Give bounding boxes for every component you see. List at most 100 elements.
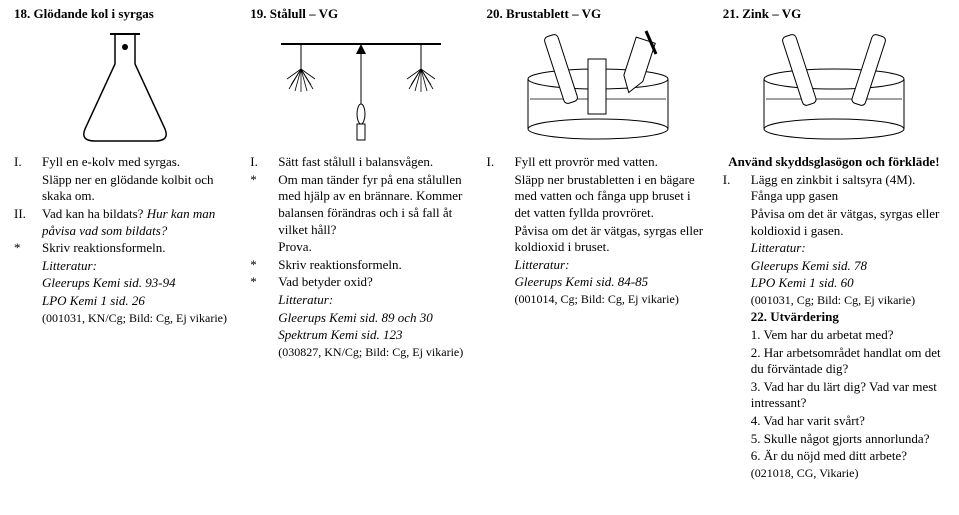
line-marker: * (250, 257, 278, 274)
line: *Skriv reaktionsformeln. (250, 257, 472, 274)
col-21: 21. Zink – VG Använd skyddsglasögon och … (723, 6, 945, 482)
line: (030827, KN/Cg; Bild: Cg, Ej vikarie) (250, 345, 472, 360)
line-marker (487, 274, 515, 291)
line-marker (723, 345, 751, 378)
illustration-beaker-zinc (723, 24, 945, 144)
body-18: I.Fyll en e-kolv med syrgas.Släpp ner en… (14, 154, 236, 326)
line-marker (723, 466, 751, 481)
line-marker: * (250, 274, 278, 291)
line: Gleerups Kemi sid. 89 och 30 (250, 310, 472, 327)
line-marker (250, 292, 278, 309)
line: *Skriv reaktionsformeln. (14, 240, 236, 257)
line-marker (723, 327, 751, 344)
line-text: Använd skyddsglasögon och förkläde! (723, 154, 945, 171)
line-text: Lägg en zinkbit i saltsyra (4M). Fånga u… (751, 172, 945, 205)
line-marker (723, 240, 751, 257)
line-text: 2. Har arbetsområdet handlat om det du f… (751, 345, 945, 378)
line: I.Fyll ett provrör med vatten. (487, 154, 709, 171)
line-text: 1. Vem har du arbetat med? (751, 327, 945, 344)
line-marker: I. (14, 154, 42, 171)
line: 4. Vad har varit svårt? (723, 413, 945, 430)
line-text: 22. Utvärdering (751, 309, 945, 326)
line-marker (723, 258, 751, 275)
body-19: I.Sätt fast stålull i balansvågen.*Om ma… (250, 154, 472, 360)
line: Släpp ner brustabletten i en bägare med … (487, 172, 709, 222)
line: Gleerups Kemi sid. 93-94 (14, 275, 236, 292)
page: 18. Glödande kol i syrgas I.Fyll en e-ko… (0, 0, 959, 515)
line-marker: I. (487, 154, 515, 171)
heading-20: 20. Brustablett – VG (487, 6, 709, 22)
line: 3. Vad har du lärt dig? Vad var mest int… (723, 379, 945, 412)
line-text: Sätt fast stålull i balansvågen. (278, 154, 472, 171)
line-text: (001031, Cg; Bild: Cg, Ej vikarie) (751, 293, 945, 308)
line-text: 3. Vad har du lärt dig? Vad var mest int… (751, 379, 945, 412)
line-marker: * (250, 172, 278, 239)
line-text: (001014, Cg; Bild: Cg, Ej vikarie) (515, 292, 709, 307)
line-marker (723, 293, 751, 308)
heading-18: 18. Glödande kol i syrgas (14, 6, 236, 22)
col-18: 18. Glödande kol i syrgas I.Fyll en e-ko… (14, 6, 236, 482)
line-marker (14, 293, 42, 310)
line-text: 4. Vad har varit svårt? (751, 413, 945, 430)
line-marker (250, 310, 278, 327)
line-marker (14, 311, 42, 326)
line: (001031, Cg; Bild: Cg, Ej vikarie) (723, 293, 945, 308)
line: Gleerups Kemi sid. 84-85 (487, 274, 709, 291)
line: (021018, CG, Vikarie) (723, 466, 945, 481)
line: Litteratur: (723, 240, 945, 257)
line: (001014, Cg; Bild: Cg, Ej vikarie) (487, 292, 709, 307)
heading-21: 21. Zink – VG (723, 6, 945, 22)
body-20: I.Fyll ett provrör med vatten.Släpp ner … (487, 154, 709, 307)
line-text: Skriv reaktionsformeln. (278, 257, 472, 274)
line: 2. Har arbetsområdet handlat om det du f… (723, 345, 945, 378)
line: II.Vad kan ha bildats? Hur kan man påvis… (14, 206, 236, 239)
line-text: Spektrum Kemi sid. 123 (278, 327, 472, 344)
line-text: (021018, CG, Vikarie) (751, 466, 945, 481)
line-marker (487, 257, 515, 274)
line: 6. Är du nöjd med ditt arbete? (723, 448, 945, 465)
line-text: Släpp ner brustabletten i en bägare med … (515, 172, 709, 222)
line-text: 5. Skulle något gjorts annorlunda? (751, 431, 945, 448)
line-marker (723, 413, 751, 430)
line-text: Skriv reaktionsformeln. (42, 240, 236, 257)
line-marker: I. (723, 172, 751, 205)
illustration-flask (14, 24, 236, 144)
columns: 18. Glödande kol i syrgas I.Fyll en e-ko… (14, 6, 945, 482)
line-text: Påvisa om det är vätgas, syrgas eller ko… (515, 223, 709, 256)
line: Använd skyddsglasögon och förkläde! (723, 154, 945, 171)
line: Litteratur: (250, 292, 472, 309)
line-marker (250, 327, 278, 344)
line: Släpp ner en glödande kolbit och skaka o… (14, 172, 236, 205)
line-text: Prova. (278, 239, 472, 256)
line-text: Påvisa om det är vätgas, syrgas eller ko… (751, 206, 945, 239)
line: 5. Skulle något gjorts annorlunda? (723, 431, 945, 448)
line: Litteratur: (487, 257, 709, 274)
line-text: (001031, KN/Cg; Bild: Cg, Ej vikarie) (42, 311, 236, 326)
line-text: Släpp ner en glödande kolbit och skaka o… (42, 172, 236, 205)
line-text: Gleerups Kemi sid. 89 och 30 (278, 310, 472, 327)
line-text: Gleerups Kemi sid. 78 (751, 258, 945, 275)
line-marker (14, 275, 42, 292)
line-marker (14, 258, 42, 275)
line: Litteratur: (14, 258, 236, 275)
line-text: Vad kan ha bildats? Hur kan man påvisa v… (42, 206, 236, 239)
line-text: (030827, KN/Cg; Bild: Cg, Ej vikarie) (278, 345, 472, 360)
line-text: 6. Är du nöjd med ditt arbete? (751, 448, 945, 465)
line-text: Litteratur: (42, 258, 236, 275)
line: Påvisa om det är vätgas, syrgas eller ko… (487, 223, 709, 256)
body-21: Använd skyddsglasögon och förkläde!I.Läg… (723, 154, 945, 481)
line-marker (487, 172, 515, 222)
line-marker (723, 206, 751, 239)
line-marker (487, 292, 515, 307)
col-19: 19. Stålull – VG (250, 6, 472, 482)
line-marker: II. (14, 206, 42, 239)
line: Prova. (250, 239, 472, 256)
line: I.Sätt fast stålull i balansvågen. (250, 154, 472, 171)
col-20: 20. Brustablett – VG I.Fyll ett provrör … (487, 6, 709, 482)
line: Spektrum Kemi sid. 123 (250, 327, 472, 344)
line: Gleerups Kemi sid. 78 (723, 258, 945, 275)
line-text: LPO Kemi 1 sid. 26 (42, 293, 236, 310)
line: Påvisa om det är vätgas, syrgas eller ko… (723, 206, 945, 239)
line-text: Fyll en e-kolv med syrgas. (42, 154, 236, 171)
line-marker (250, 345, 278, 360)
